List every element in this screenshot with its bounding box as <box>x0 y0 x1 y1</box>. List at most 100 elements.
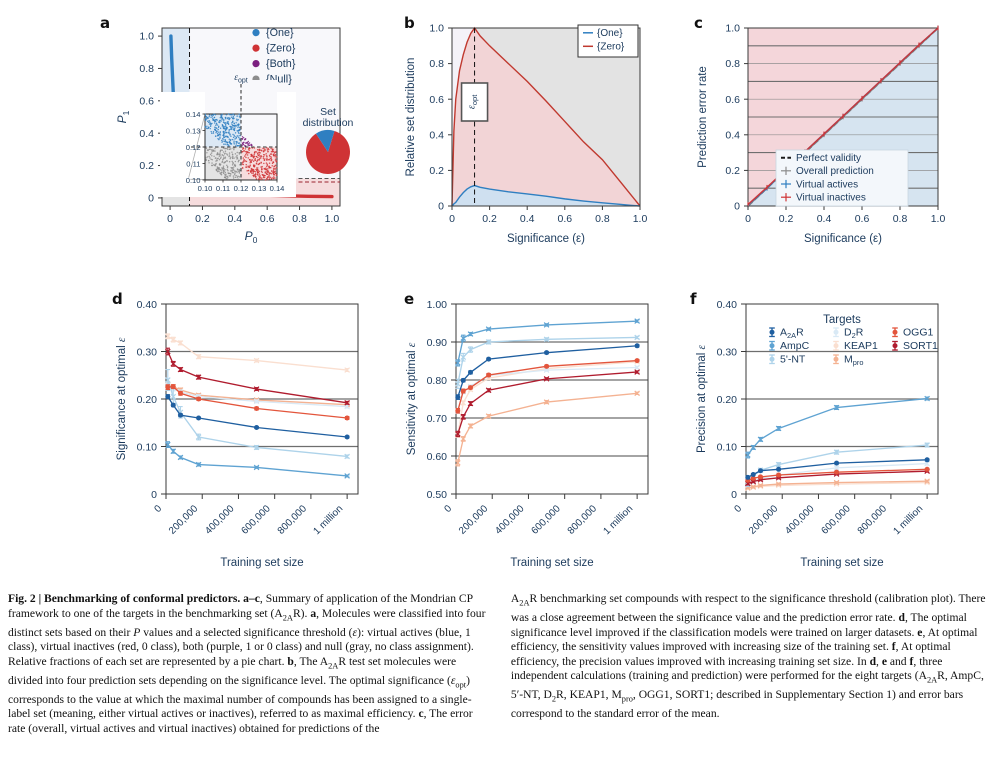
inset-point <box>218 155 221 157</box>
inset-point <box>231 138 234 141</box>
data-point <box>757 468 763 474</box>
data-point <box>195 353 202 360</box>
inset-point <box>267 178 269 181</box>
inset-point <box>233 140 235 142</box>
inset-point <box>262 174 264 176</box>
inset-point <box>263 154 265 156</box>
inset-point <box>222 121 225 124</box>
inset-point <box>238 128 241 131</box>
inset-point <box>242 143 244 145</box>
data-point <box>254 425 260 430</box>
inset-point <box>272 173 275 176</box>
inset-eps-opt-label: εopt <box>234 73 248 85</box>
inset-point <box>238 152 240 154</box>
inset-point <box>271 177 273 179</box>
data-point <box>170 393 177 400</box>
data-point <box>253 357 260 364</box>
inset-point <box>237 135 239 137</box>
inset-point <box>242 167 244 169</box>
inset-point <box>268 171 270 174</box>
inset-point <box>225 132 227 134</box>
inset-point <box>221 125 224 127</box>
inset-point <box>215 129 217 132</box>
data-point <box>164 377 171 383</box>
data-point <box>750 472 756 478</box>
inset-point <box>271 165 273 167</box>
ytick-label-4: 0.40 <box>137 299 158 311</box>
inset-point <box>258 158 261 160</box>
inset-point <box>233 128 235 131</box>
xtick-label-5: 1.0 <box>325 213 340 225</box>
inset-point <box>222 147 225 149</box>
inset-point <box>221 141 223 143</box>
inset-point <box>274 177 276 179</box>
inset-point <box>248 142 251 144</box>
inset-point <box>272 172 275 175</box>
data-point <box>454 460 461 466</box>
legend-dot-5 <box>833 356 839 362</box>
inset-point <box>246 151 249 153</box>
inset-point <box>221 160 224 163</box>
inset-point <box>274 168 276 170</box>
inset-point <box>228 129 230 131</box>
inset-point <box>255 155 258 158</box>
inset-point <box>208 119 210 122</box>
inset-point <box>231 151 233 153</box>
inset-point <box>223 132 225 135</box>
inset-point <box>234 171 236 173</box>
inset-point <box>261 167 263 169</box>
inset-point <box>253 154 255 156</box>
inset-point <box>258 159 260 161</box>
inset-point <box>218 158 221 161</box>
inset-point <box>227 122 230 125</box>
inset-point <box>220 169 222 171</box>
legend-label-1: {Zero} <box>266 43 296 55</box>
ytick-label-3: 0.30 <box>137 346 158 358</box>
data-point <box>924 442 930 448</box>
inset-point <box>207 127 210 130</box>
inset-point <box>252 169 254 171</box>
inset-point <box>224 128 226 130</box>
data-point <box>775 461 782 468</box>
inset-point <box>255 162 258 164</box>
inset-point <box>224 123 227 126</box>
inset-point <box>224 157 226 160</box>
inset-point <box>252 160 255 162</box>
xtick-label-4: 800,000 <box>566 503 600 537</box>
inset-point <box>225 118 227 120</box>
inset-point <box>271 162 274 165</box>
inset-point <box>212 131 215 133</box>
ytick-label-1: 0.2 <box>725 165 740 177</box>
inset-point <box>257 174 259 176</box>
inset-point <box>243 158 245 161</box>
inset-point <box>265 162 268 164</box>
data-point <box>344 367 350 373</box>
inset-point <box>230 156 232 158</box>
panel-label-c: c <box>694 14 703 32</box>
inset-point <box>272 161 274 163</box>
inset-point <box>267 151 269 153</box>
inset-point <box>260 170 263 173</box>
inset-point <box>237 178 239 180</box>
inset-point <box>253 166 256 168</box>
svg-f-ylabel: Precision at optimal ε <box>696 345 708 454</box>
inset-point <box>237 175 239 177</box>
inset-point <box>233 125 236 127</box>
inset-point <box>220 120 222 122</box>
inset-point <box>232 169 235 171</box>
inset-point <box>248 149 250 152</box>
data-point <box>344 453 350 460</box>
curve-5nt <box>457 336 638 384</box>
inset-point <box>270 153 273 155</box>
inset-point <box>237 130 239 132</box>
inset-point <box>234 153 237 155</box>
inset-point <box>228 118 230 121</box>
data-point <box>543 322 550 328</box>
inset-point <box>265 171 268 173</box>
inset-point <box>222 170 225 172</box>
eps-opt-label: εopt <box>467 94 480 109</box>
inset-point <box>211 162 213 164</box>
data-point <box>833 404 840 411</box>
eps-opt-box <box>460 82 489 122</box>
data-point <box>177 412 183 418</box>
